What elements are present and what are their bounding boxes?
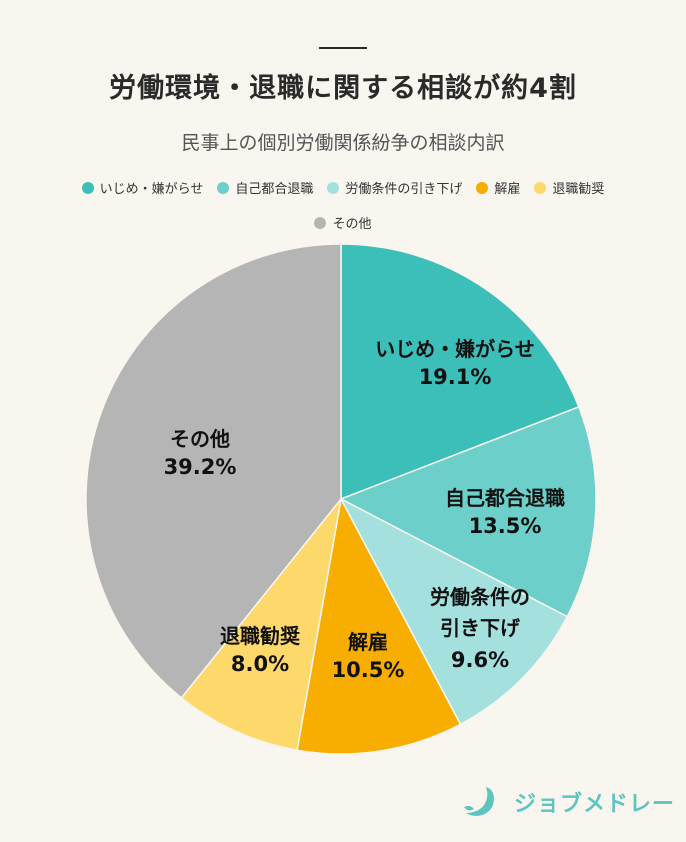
brand-logo: ジョブメドレー (462, 785, 675, 819)
pie-slice (339, 405, 597, 618)
legend-dot-icon (81, 181, 94, 194)
chart-title: 労働環境・退職に関する相談が約4割 (109, 73, 577, 104)
legend-label: 解雇 (494, 182, 521, 197)
legend-label: いじめ・嫌がらせ (99, 182, 204, 197)
slice-label: 労働条件の 引き下げ 9.6% (430, 585, 530, 672)
brand-name: ジョブメドレー (514, 792, 676, 817)
legend-item: 自己都合退職 (217, 178, 313, 197)
pie-slice (296, 496, 462, 755)
title-rule (319, 47, 367, 49)
legend-dot-icon (314, 216, 327, 229)
slice-label: 退職勧奨 8.0% (220, 624, 300, 676)
pie-slice (180, 498, 342, 752)
legend-label: 自己都合退職 (235, 182, 314, 197)
legend-dot-icon (476, 181, 489, 194)
pie-slice (340, 243, 580, 501)
legend-dot-icon (327, 181, 340, 194)
legend-item: いじめ・嫌がらせ (81, 178, 204, 197)
legend-label: その他 (332, 217, 372, 232)
legend-item: 解雇 (476, 178, 520, 197)
legend-dot-icon (217, 181, 230, 194)
chart-subtitle: 民事上の個別労働関係紛争の相談内訳 (181, 132, 505, 154)
slice-label: 自己都合退職 13.5% (445, 486, 565, 538)
legend-item: 退職勧奨 (534, 178, 604, 197)
slice-label: いじめ・嫌がらせ 19.1% (375, 337, 535, 389)
slice-label: 解雇 10.5% (331, 630, 405, 682)
legend: いじめ・嫌がらせ 自己都合退職 労働条件の引き下げ 解雇 退職勧奨 その他 (30, 178, 656, 232)
legend-dot-icon (534, 181, 547, 194)
pie-slice (339, 497, 569, 726)
slice-label: その他 39.2% (163, 427, 237, 479)
legend-item: 労働条件の引き下げ (327, 178, 462, 197)
legend-label: 労働条件の引き下げ (345, 182, 463, 197)
brand-mark-icon (464, 787, 494, 816)
pie-slice (85, 243, 342, 699)
legend-item: その他 (314, 213, 372, 232)
legend-label: 退職勧奨 (552, 182, 605, 197)
